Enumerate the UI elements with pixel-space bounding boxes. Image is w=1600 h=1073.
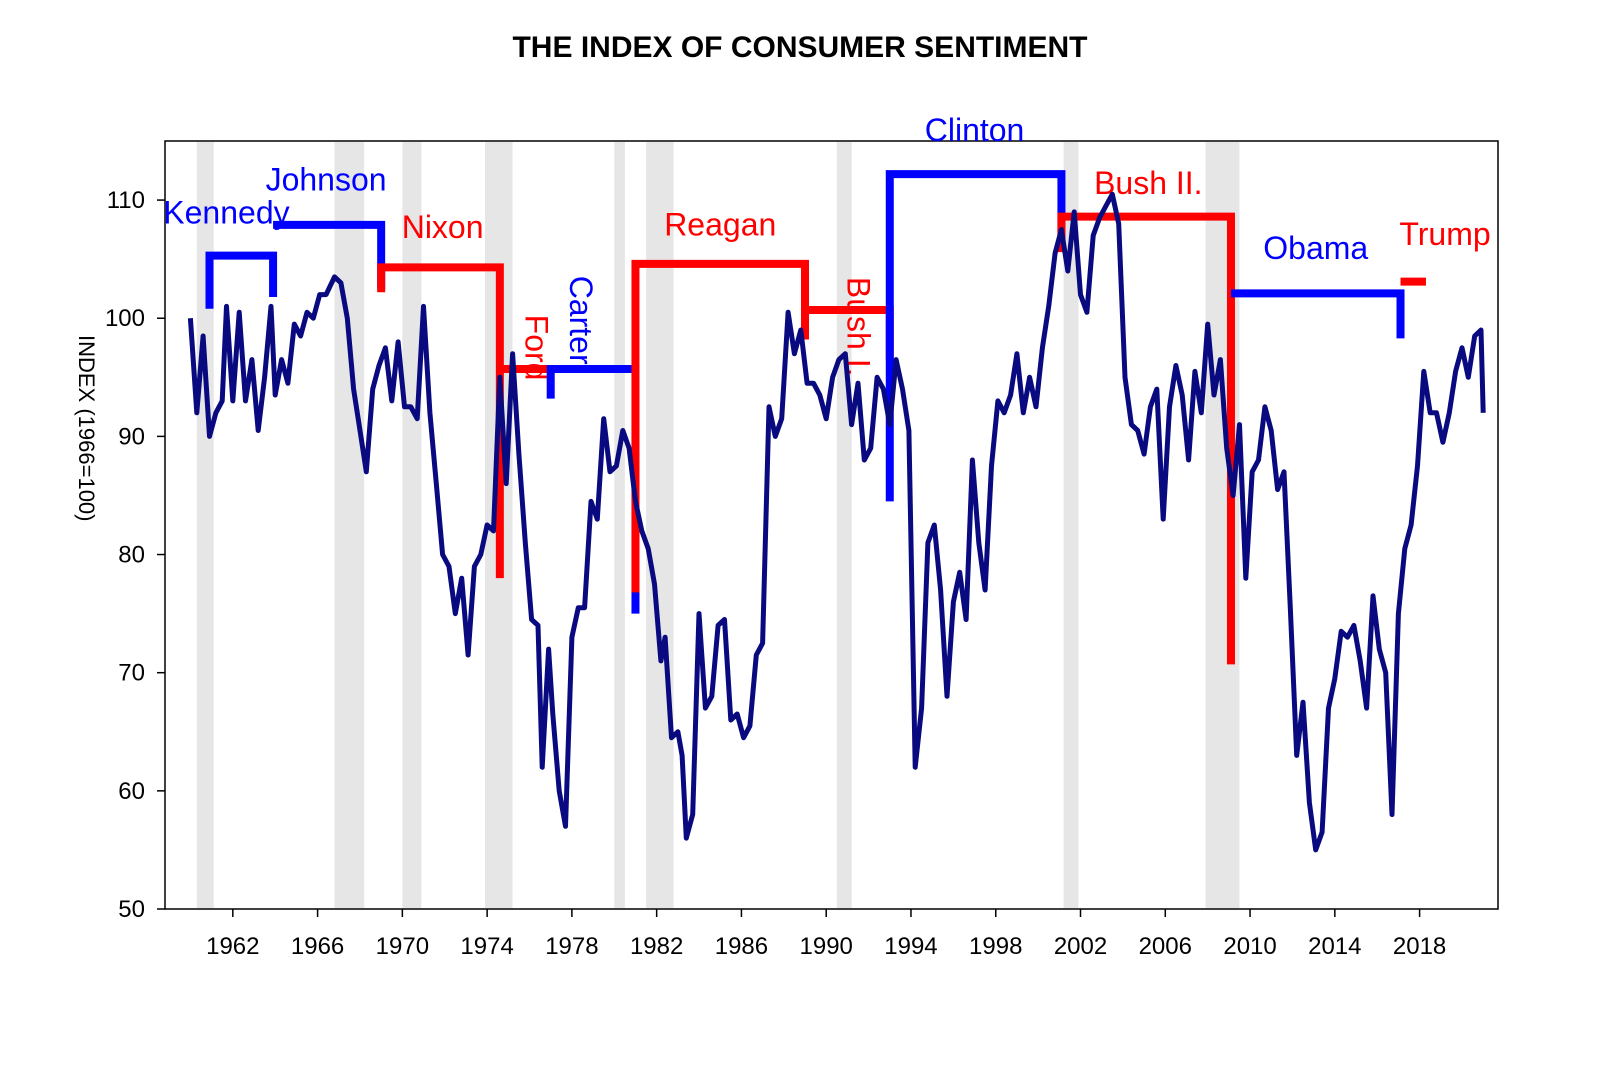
recession-band-0 [196,142,214,908]
president-label-johnson: Johnson [266,162,387,198]
president-label-kennedy: Kennedy [163,195,289,231]
x-tick-label: 1986 [715,933,768,960]
president-label-nixon: Nixon [402,209,484,245]
x-axis: 1962 1966 1970 1974 1978 1982 1986 1990 1994 1998… [206,909,1446,960]
recession-band-4 [614,142,625,908]
x-tick-label: 1966 [291,933,344,960]
recession-band-6 [836,142,852,908]
y-tick-label: 50 [118,896,145,923]
x-tick-label: 1982 [630,933,683,960]
president-label-reagan: Reagan [664,207,776,243]
x-tick-label: 2006 [1139,933,1192,960]
recession-band-2 [402,142,422,908]
recession-band-5 [646,142,674,908]
term-bracket-clinton [885,170,1066,502]
plot-frame [164,140,1499,910]
president-label-trump: Trump [1399,216,1490,252]
term-bracket-reagan [631,259,810,593]
chart-title: THE INDEX OF CONSUMER SENTIMENT [512,31,1087,64]
term-bracket-johnson [273,220,386,289]
y-tick-label: 110 [107,187,145,214]
term-bracket-kennedy [205,251,278,309]
x-tick-label: 2002 [1054,933,1107,960]
x-tick-label: 2010 [1223,933,1276,960]
recession-band-1 [334,142,365,908]
series-layer [187,191,1486,853]
x-tick-label: 1998 [969,933,1022,960]
president-label-obama: Obama [1263,230,1368,266]
president-label-clinton: Clinton [925,112,1025,148]
x-tick-label: 1994 [884,933,937,960]
x-tick-label: 2018 [1393,933,1446,960]
president-label-carter: Carter [563,276,599,365]
x-tick-label: 1974 [460,933,513,960]
y-axis: 50 60 70 80 90 100 110 [105,187,165,923]
y-tick-label: 70 [118,660,145,687]
y-tick-label: 80 [118,542,145,569]
y-tick-label: 60 [118,778,145,805]
x-tick-label: 1962 [206,933,259,960]
x-tick-label: 1990 [800,933,853,960]
y-tick-label: 100 [105,305,145,332]
x-tick-label: 1978 [545,933,598,960]
x-tick-label: 2014 [1308,933,1361,960]
x-tick-label: 1970 [376,933,429,960]
y-tick-label: 90 [118,423,145,450]
y-axis-label: INDEX (1966=100) [74,335,99,522]
recession-band-7 [1063,142,1079,908]
recession-bands [196,142,1240,908]
term-bracket-obama [1230,289,1405,339]
series-line-0 [187,191,1486,853]
